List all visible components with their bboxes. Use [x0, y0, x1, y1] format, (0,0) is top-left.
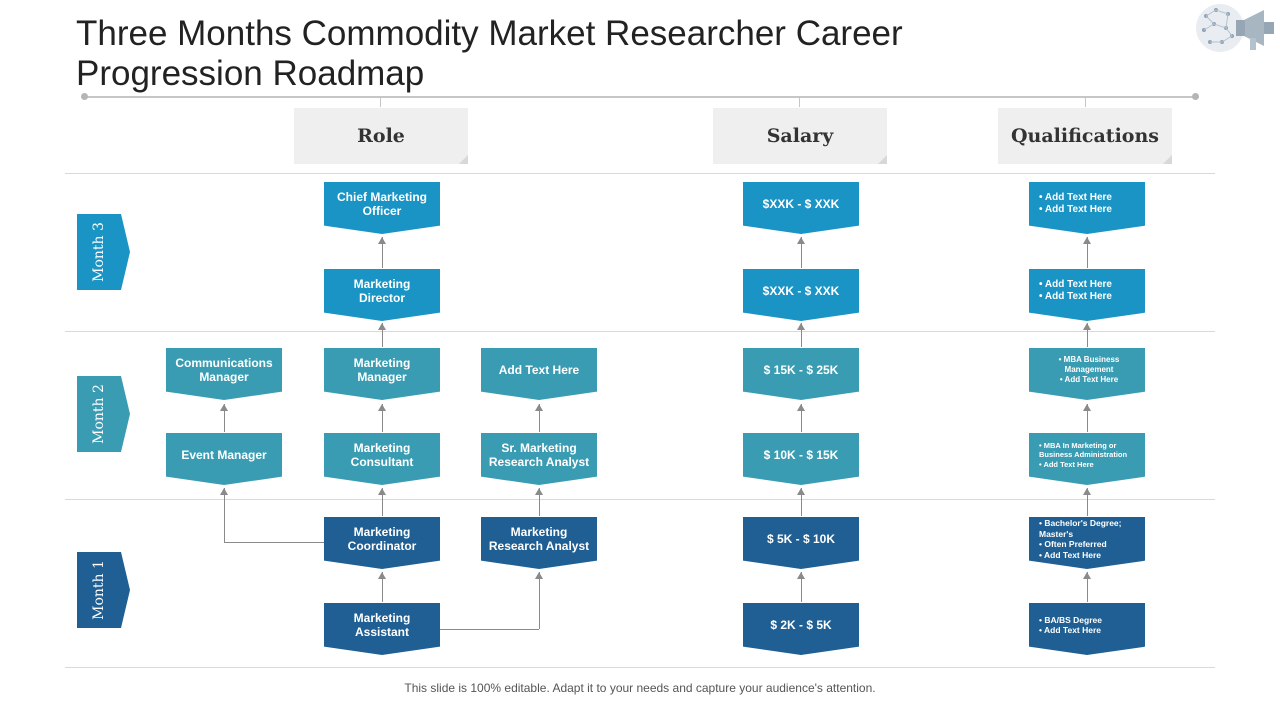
- salary-box: $XXK - $ XXK: [743, 269, 859, 321]
- month-1-label: Month 1: [91, 560, 107, 620]
- footer-note: This slide is 100% editable. Adapt it to…: [404, 681, 876, 695]
- month-3-label: Month 3: [91, 222, 107, 282]
- qualification-item: Add Text Here: [1039, 375, 1139, 385]
- qualification-item: Often Preferred: [1039, 539, 1139, 550]
- qualification-item: Add Text Here: [1039, 625, 1102, 636]
- role-marketing-research-analyst: Marketing Research Analyst: [481, 517, 597, 569]
- salary-box: $ 15K - $ 25K: [743, 348, 859, 400]
- role-marketing-manager: Marketing Manager: [324, 348, 440, 400]
- qualification-item: Add Text Here: [1039, 204, 1112, 216]
- megaphone-network-icon: [1196, 4, 1274, 52]
- salary-box: $XXK - $ XXK: [743, 182, 859, 234]
- role-event-manager: Event Manager: [166, 433, 282, 485]
- qualification-box: Bachelor's Degree; Master'sOften Preferr…: [1029, 517, 1145, 569]
- month-1-tag: Month 1: [77, 552, 130, 628]
- month-3-tag: Month 3: [77, 214, 130, 290]
- qualification-box: MBA In Marketing or Business Administrat…: [1029, 433, 1145, 485]
- role-add-text: Add Text Here: [481, 348, 597, 400]
- connector-line: [224, 542, 324, 543]
- row-divider: [65, 499, 1215, 500]
- row-divider: [65, 667, 1215, 668]
- role-marketing-consultant: Marketing Consultant: [324, 433, 440, 485]
- qualification-item: Add Text Here: [1039, 192, 1112, 204]
- role-chief-marketing-officer: Chief Marketing Officer: [324, 182, 440, 234]
- qualification-item: Add Text Here: [1039, 550, 1139, 561]
- qualification-box: Add Text HereAdd Text Here: [1029, 269, 1145, 321]
- qualification-item: MBA Business Management: [1039, 355, 1139, 375]
- role-communications-manager: Communications Manager: [166, 348, 282, 400]
- timeline-tick-salary: [799, 98, 800, 107]
- qualification-item: Bachelor's Degree; Master's: [1039, 518, 1139, 539]
- role-sr-marketing-research-analyst: Sr. Marketing Research Analyst: [481, 433, 597, 485]
- timeline-bar: [84, 96, 1196, 98]
- timeline-tick-role: [380, 98, 381, 107]
- salary-box: $ 2K - $ 5K: [743, 603, 859, 655]
- timeline-tick-qualifications: [1085, 98, 1086, 107]
- month-2-label: Month 2: [91, 384, 107, 444]
- timeline-start-dot: [81, 93, 88, 100]
- qualification-box: BA/BS DegreeAdd Text Here: [1029, 603, 1145, 655]
- row-divider: [65, 173, 1215, 174]
- connector-line: [440, 629, 539, 630]
- salary-box: $ 10K - $ 15K: [743, 433, 859, 485]
- qualification-box: Add Text HereAdd Text Here: [1029, 182, 1145, 234]
- row-divider: [65, 331, 1215, 332]
- qualification-box: MBA Business ManagementAdd Text Here: [1029, 348, 1145, 400]
- month-2-tag: Month 2: [77, 376, 130, 452]
- page-title: Three Months Commodity Market Researcher…: [76, 14, 903, 93]
- header-salary: Salary: [713, 108, 887, 164]
- qualification-item: BA/BS Degree: [1039, 615, 1102, 626]
- role-marketing-director: Marketing Director: [324, 269, 440, 321]
- timeline-end-dot: [1192, 93, 1199, 100]
- role-marketing-coordinator: Marketing Coordinator: [324, 517, 440, 569]
- qualification-item: Add Text Here: [1039, 460, 1139, 470]
- role-marketing-assistant: Marketing Assistant: [324, 603, 440, 655]
- header-qualifications: Qualifications: [998, 108, 1172, 164]
- qualification-item: MBA In Marketing or Business Administrat…: [1039, 441, 1139, 460]
- salary-box: $ 5K - $ 10K: [743, 517, 859, 569]
- header-role: Role: [294, 108, 468, 164]
- qualification-item: Add Text Here: [1039, 291, 1112, 303]
- qualification-item: Add Text Here: [1039, 279, 1112, 291]
